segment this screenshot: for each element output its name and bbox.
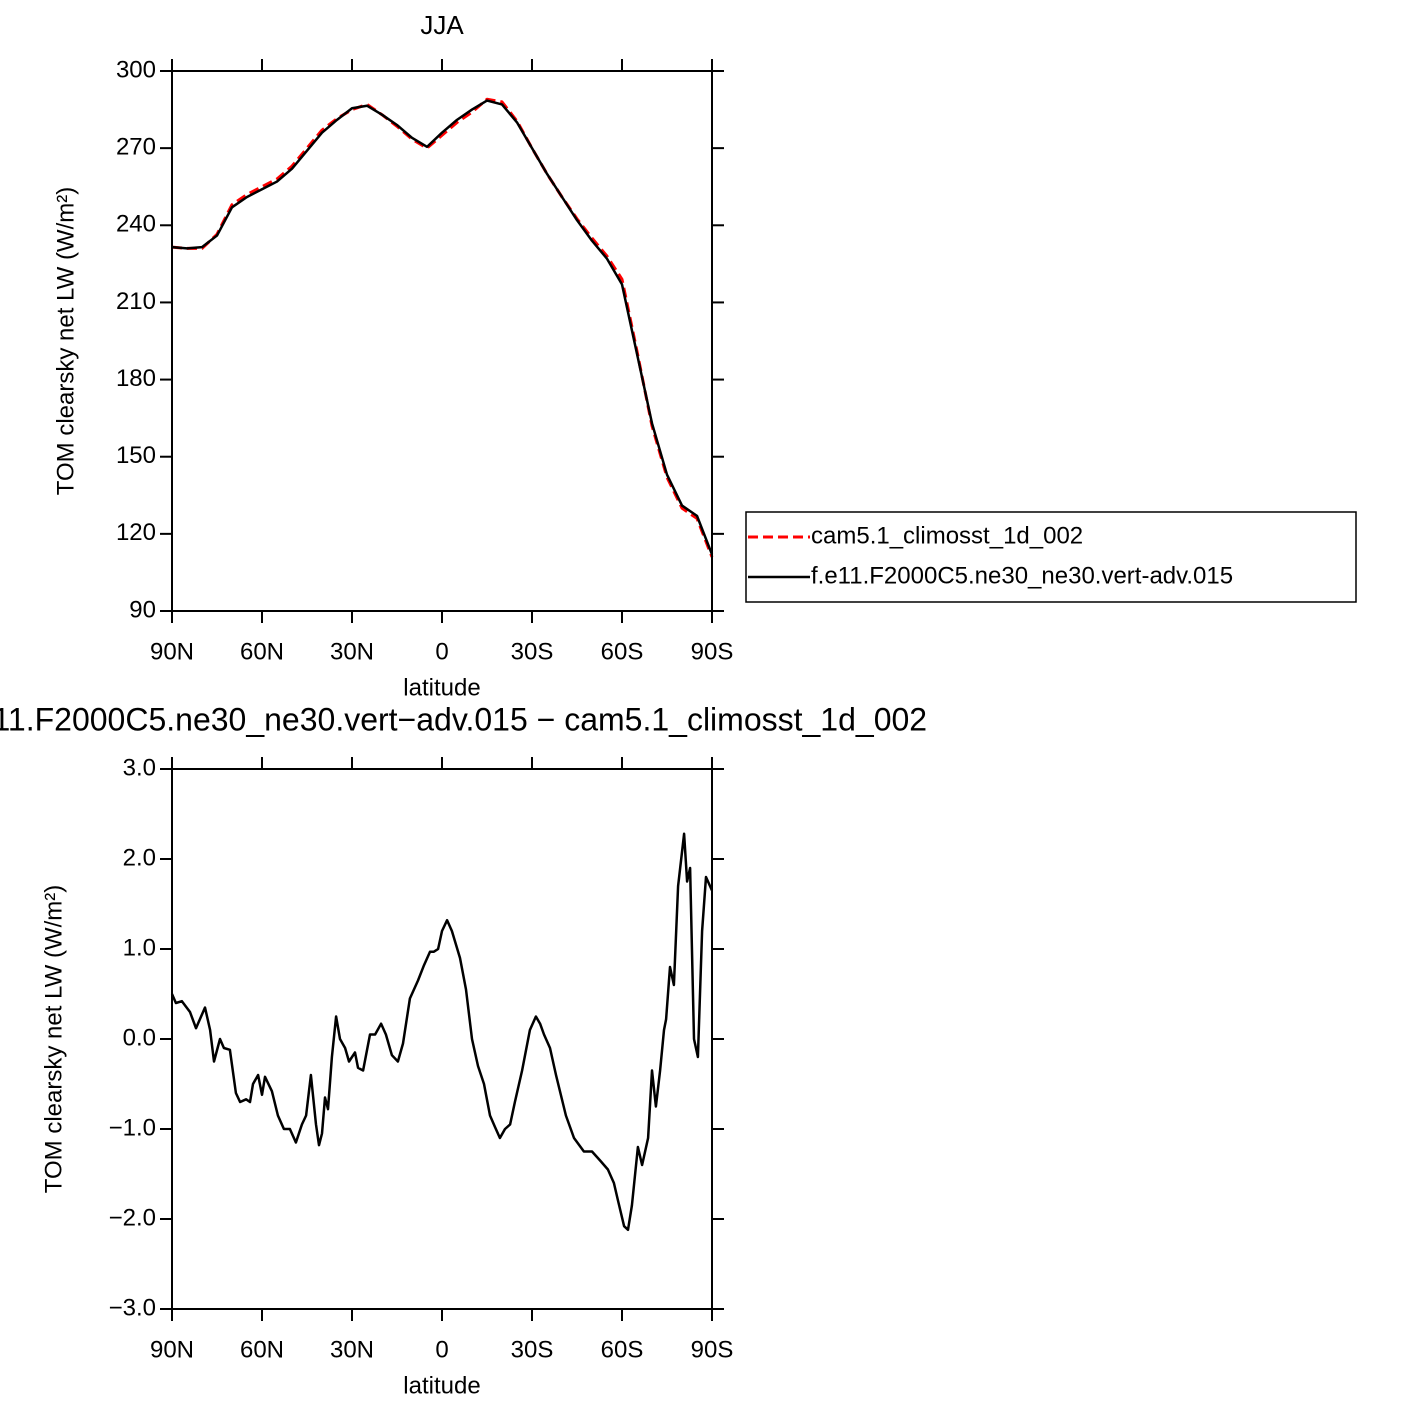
y-axis-label: TOM clearsky net LW (W/m²) [40,885,67,1193]
data-line [170,832,714,1232]
y-tick-label: 150 [116,442,156,469]
y-tick-label: 2.0 [123,844,156,871]
x-tick-label: 90N [150,638,194,665]
x-tick-label: 60N [240,1336,284,1363]
x-tick-label: 60S [601,638,644,665]
x-axis-label: latitude [403,674,480,701]
legend-label: f.e11.F2000C5.ne30_ne30.vert-adv.015 [811,562,1233,589]
x-axis-label: latitude [403,1372,480,1399]
y-axis-label: TOM clearsky net LW (W/m²) [52,187,79,495]
y-tick-label: 270 [116,133,156,160]
x-tick-label: 60N [240,638,284,665]
x-tick-label: 60S [601,1336,644,1363]
x-tick-label: 30N [330,638,374,665]
y-tick-label: 3.0 [123,754,156,781]
y-tick-label: 210 [116,288,156,315]
x-tick-label: 0 [435,638,448,665]
plot-frame [171,70,713,612]
x-tick-label: 30S [511,638,554,665]
x-tick-label: 90N [150,1336,194,1363]
y-tick-label: 90 [129,596,156,623]
chart-title: f.e11.F2000C5.ne30_ne30.vert−adv.015 − c… [0,701,927,737]
y-tick-label: 0.0 [123,1024,156,1051]
y-tick-label: −1.0 [109,1114,156,1141]
plot-frame [171,768,713,1310]
x-tick-label: 90S [691,1336,734,1363]
chart-title: JJA [420,10,464,40]
x-tick-label: 90S [691,638,734,665]
data-line [171,97,714,558]
x-tick-label: 0 [435,1336,448,1363]
y-tick-label: −3.0 [109,1294,156,1321]
y-tick-label: 300 [116,56,156,83]
legend-label: cam5.1_climosst_1d_002 [811,522,1083,549]
x-tick-label: 30N [330,1336,374,1363]
y-tick-label: 180 [116,365,156,392]
y-tick-label: 1.0 [123,934,156,961]
data-line [171,99,714,555]
x-tick-label: 30S [511,1336,554,1363]
y-tick-label: 120 [116,519,156,546]
y-tick-label: −2.0 [109,1204,156,1231]
y-tick-label: 240 [116,211,156,238]
legend-box [745,511,1357,603]
